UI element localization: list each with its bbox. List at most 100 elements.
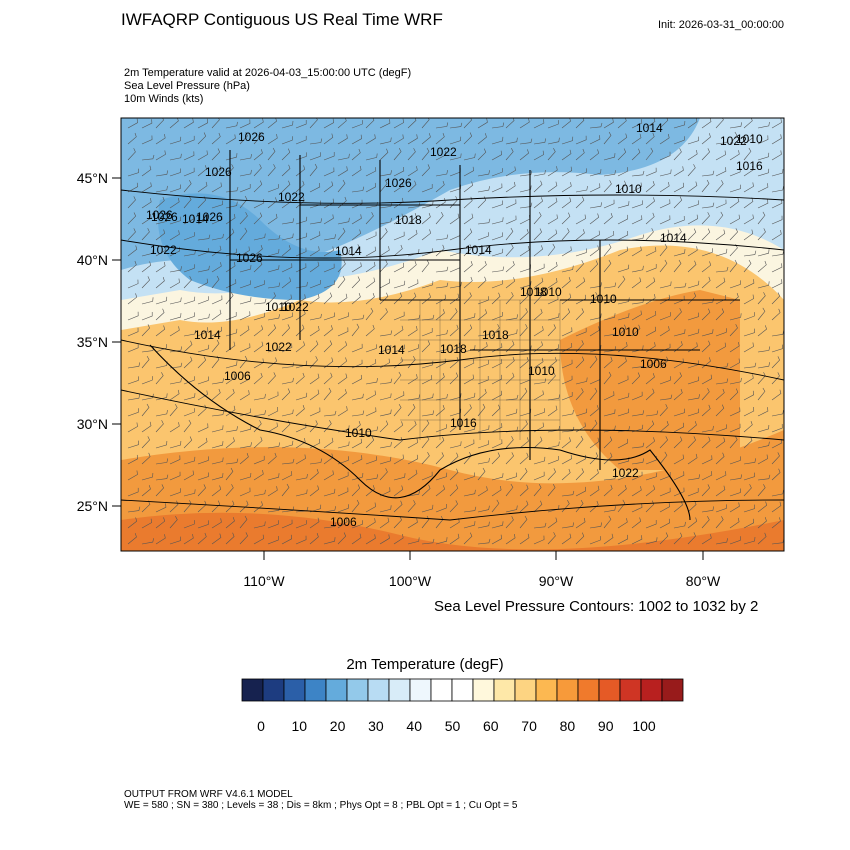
wind-barb: [729, 436, 738, 449]
wind-barb: [589, 469, 599, 481]
lat-label: 25°N: [77, 498, 108, 514]
wind-barb: [729, 358, 740, 369]
wind-barb: [757, 228, 766, 241]
wind-barb: [127, 394, 140, 401]
wind-barb: [743, 421, 753, 433]
wind-barb: [169, 403, 178, 417]
wind-barb: [491, 390, 503, 401]
wind-barb: [687, 453, 698, 465]
wind-barb: [575, 388, 584, 401]
wind-barb: [435, 309, 445, 321]
wind-barb: [407, 213, 417, 225]
wind-barb: [743, 165, 754, 177]
wind-barb: [463, 324, 473, 337]
lon-label: 90°W: [539, 573, 574, 589]
wind-barb: [365, 534, 376, 545]
wind-barb: [673, 521, 686, 529]
wind-barb: [141, 518, 152, 529]
wind-barb: [575, 340, 584, 353]
wind-barb: [771, 118, 782, 129]
wind-barb: [463, 359, 475, 369]
wind-barb: [379, 409, 392, 417]
wind-barb: [743, 504, 755, 513]
wind-barb: [253, 280, 265, 289]
wind-barb: [617, 518, 628, 529]
wind-barb: [351, 323, 360, 337]
wind-barb: [547, 394, 560, 401]
wind-barb: [757, 211, 766, 225]
wind-barb: [323, 470, 334, 481]
wind-barb: [715, 452, 725, 465]
wind-barb: [771, 501, 782, 513]
wind-barb: [743, 362, 757, 369]
wind-barb: [631, 148, 641, 161]
wind-barb: [421, 410, 434, 417]
wind-barb: [743, 279, 755, 289]
wind-barb: [127, 196, 136, 209]
pressure-label: 1010: [612, 325, 639, 339]
wind-barb: [631, 119, 643, 129]
wind-barb: [561, 437, 571, 449]
wind-barb: [281, 218, 294, 225]
pressure-label: 1014: [378, 343, 405, 357]
wind-barb: [575, 118, 585, 129]
wind-barb: [491, 499, 500, 513]
wind-barb: [687, 118, 698, 129]
wind-barb: [211, 473, 224, 481]
wind-barb: [645, 277, 656, 289]
wind-barb: [197, 520, 209, 529]
wind-barb: [757, 346, 771, 353]
wind-barb: [477, 118, 488, 129]
wind-barb: [351, 148, 361, 161]
wind-barb: [239, 500, 249, 513]
wind-barb: [463, 439, 475, 449]
wind-barb: [127, 533, 137, 545]
wind-barb: [169, 377, 182, 385]
wind-barb: [169, 278, 180, 289]
wind-barb: [365, 436, 375, 449]
wind-barb: [603, 371, 612, 385]
wind-barb: [617, 485, 627, 497]
wind-barb: [239, 184, 251, 193]
wind-barb: [561, 308, 571, 321]
wind-barb: [771, 279, 783, 289]
wind-barb: [645, 472, 658, 481]
pressure-label: 1010: [345, 426, 372, 440]
wind-barb: [589, 485, 600, 497]
wind-barb: [141, 538, 154, 545]
wind-barb: [141, 421, 152, 433]
wind-barb: [701, 228, 711, 241]
wind-barb: [127, 343, 139, 353]
wind-barb: [533, 169, 546, 177]
pressure-label: 1022: [720, 134, 747, 148]
wind-barb: [505, 329, 518, 337]
wind-barb: [673, 166, 684, 177]
wind-barb: [127, 279, 139, 289]
wind-barb: [449, 308, 458, 321]
wind-barb: [211, 425, 224, 433]
wind-barb: [715, 516, 724, 529]
wind-barb: [435, 282, 449, 289]
wind-barb: [169, 422, 180, 433]
wind-barb: [435, 405, 445, 417]
wind-barb: [253, 393, 266, 401]
wind-barb: [253, 245, 263, 257]
wind-barb: [701, 276, 711, 289]
wind-barb: [631, 200, 643, 209]
wind-barb: [645, 520, 657, 529]
wind-barb: [309, 389, 320, 401]
wind-barb: [435, 122, 449, 129]
wind-barb: [589, 292, 598, 305]
wind-barb: [435, 452, 444, 465]
wind-barb: [533, 197, 543, 209]
wind-barb: [547, 517, 558, 529]
wind-barb: [631, 133, 642, 145]
wind-barb: [351, 276, 361, 289]
wind-barb: [575, 468, 584, 481]
wind-barb: [337, 373, 348, 385]
wind-barb: [771, 452, 780, 465]
wind-barb: [603, 131, 612, 145]
wind-barb: [729, 197, 740, 209]
wind-barb: [141, 436, 150, 449]
wind-barb: [351, 165, 362, 177]
